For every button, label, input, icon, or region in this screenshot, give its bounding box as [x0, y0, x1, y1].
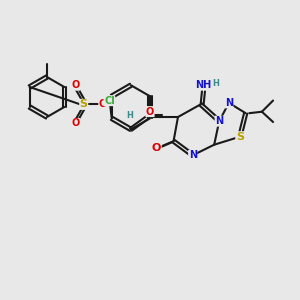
Text: O: O — [99, 99, 107, 110]
Text: NH: NH — [195, 80, 211, 90]
Text: O: O — [152, 142, 161, 153]
Text: H: H — [127, 111, 134, 120]
Text: N: N — [215, 116, 223, 126]
Text: S: S — [236, 132, 244, 142]
Text: O: O — [71, 118, 80, 128]
Text: N: N — [225, 98, 233, 108]
Text: S: S — [80, 99, 88, 110]
Text: O: O — [146, 106, 154, 117]
Text: Cl: Cl — [104, 96, 115, 106]
Text: H: H — [212, 79, 219, 88]
Text: N: N — [189, 150, 197, 160]
Text: O: O — [71, 80, 80, 90]
